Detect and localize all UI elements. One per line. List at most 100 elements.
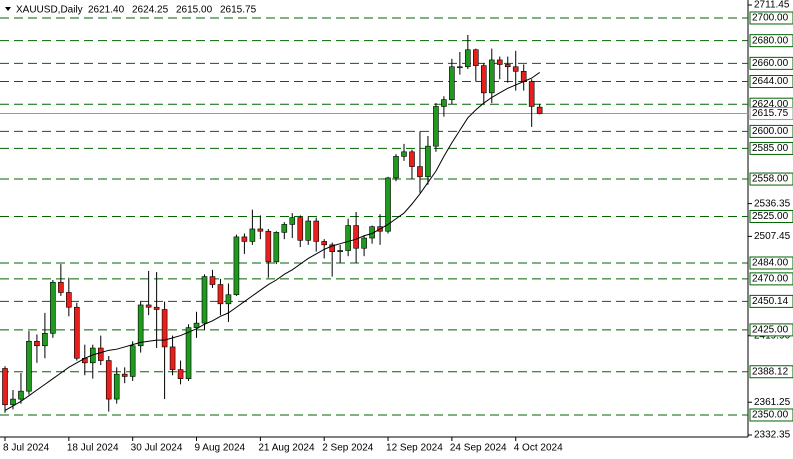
candle-body — [465, 49, 471, 68]
candle-body — [265, 230, 272, 263]
chart-title: XAUUSD,Daily — [16, 5, 83, 16]
current-price-label: 2615.75 — [752, 108, 789, 119]
candle-body — [34, 340, 40, 347]
candle-body — [385, 177, 391, 232]
level-box — [749, 365, 793, 379]
candle-body — [2, 368, 8, 406]
candle-body — [353, 225, 359, 249]
candle-body — [97, 347, 104, 361]
level-label: 2525.00 — [752, 211, 789, 222]
level-box — [749, 209, 793, 223]
candle-body — [105, 360, 112, 400]
x-tick-label: 30 Jul 2024 — [131, 443, 183, 454]
level-label: 2470.00 — [752, 274, 789, 285]
header-value: 2615.75 — [220, 5, 257, 16]
level-label: 2680.00 — [752, 35, 789, 46]
current-price-box — [749, 107, 793, 121]
candle-body — [217, 284, 224, 305]
level-box — [749, 124, 793, 138]
candle-body — [449, 66, 455, 100]
header-value: 2621.40 — [88, 5, 125, 16]
candle-body — [129, 345, 136, 377]
candle-body — [66, 292, 72, 308]
candle-body — [393, 156, 399, 179]
level-label: 2585.00 — [752, 143, 789, 154]
level-box — [749, 34, 793, 48]
candle-body — [42, 333, 48, 347]
level-box — [749, 11, 793, 25]
candle-body — [313, 220, 320, 242]
candle-body — [520, 70, 527, 82]
candle-body — [433, 106, 439, 147]
level-label: 2450.14 — [752, 296, 789, 307]
candle-body — [512, 66, 519, 72]
candle-body — [193, 322, 200, 328]
candle-body — [536, 106, 543, 114]
candle-body — [305, 220, 312, 241]
candle-body — [488, 59, 495, 94]
y-tick-label: 2536.35 — [754, 198, 791, 209]
candle-body — [528, 81, 535, 107]
x-tick-label: 21 Aug 2024 — [258, 443, 315, 454]
y-tick-label: 2361.25 — [754, 397, 791, 408]
candle-body — [161, 309, 168, 348]
level-box — [749, 141, 793, 155]
candle-body — [177, 369, 184, 379]
candle-body — [496, 59, 503, 65]
candle-body — [473, 49, 479, 66]
level-label: 2600.00 — [752, 126, 789, 137]
x-tick-label: 9 Aug 2024 — [195, 443, 246, 454]
level-box — [749, 56, 793, 70]
candle-body — [137, 304, 144, 347]
candle-body — [145, 304, 152, 308]
candle-body — [153, 306, 160, 310]
candle-body — [480, 65, 487, 94]
level-label: 2350.00 — [752, 410, 789, 421]
header-value: 2615.00 — [176, 5, 213, 16]
candle-body — [113, 373, 120, 400]
header-value: 2624.25 — [132, 5, 169, 16]
level-box — [749, 294, 793, 308]
candle-body — [241, 236, 248, 242]
level-box — [749, 172, 793, 186]
candle-body — [50, 281, 56, 334]
level-label: 2644.00 — [752, 76, 789, 87]
x-tick-label: 18 Jul 2024 — [67, 443, 119, 454]
candle-body — [18, 390, 24, 400]
candle-body — [297, 217, 304, 241]
x-tick-label: 2 Sep 2024 — [322, 443, 374, 454]
candle-body — [281, 224, 288, 233]
y-tick-label: 2332.35 — [754, 430, 791, 441]
level-label: 2388.12 — [752, 366, 789, 377]
candle-body — [257, 228, 264, 232]
candle-body — [337, 250, 343, 252]
x-tick-label: 8 Jul 2024 — [3, 443, 50, 454]
level-box — [749, 272, 793, 286]
level-label: 2484.00 — [752, 258, 789, 269]
candle-body — [249, 228, 256, 242]
candle-body — [121, 373, 128, 377]
candle-body — [401, 151, 407, 157]
level-box — [749, 323, 793, 337]
candle-body — [74, 306, 80, 359]
candle-body — [321, 241, 328, 246]
candle-body — [441, 99, 447, 107]
level-box — [749, 408, 793, 422]
candle-body — [209, 276, 216, 285]
level-box — [749, 75, 793, 89]
candle-body — [201, 276, 208, 324]
candle-body — [425, 145, 431, 178]
level-box — [749, 256, 793, 270]
candle-body — [417, 166, 423, 178]
x-tick-label: 4 Oct 2024 — [514, 443, 563, 454]
candle-body — [225, 294, 232, 305]
level-label: 2700.00 — [752, 13, 789, 24]
candle-body — [345, 225, 351, 251]
level-label: 2624.00 — [752, 99, 789, 110]
candle-body — [361, 237, 367, 249]
candle-body — [289, 217, 296, 225]
candle-body — [273, 232, 280, 263]
menu-icon[interactable] — [5, 7, 11, 11]
